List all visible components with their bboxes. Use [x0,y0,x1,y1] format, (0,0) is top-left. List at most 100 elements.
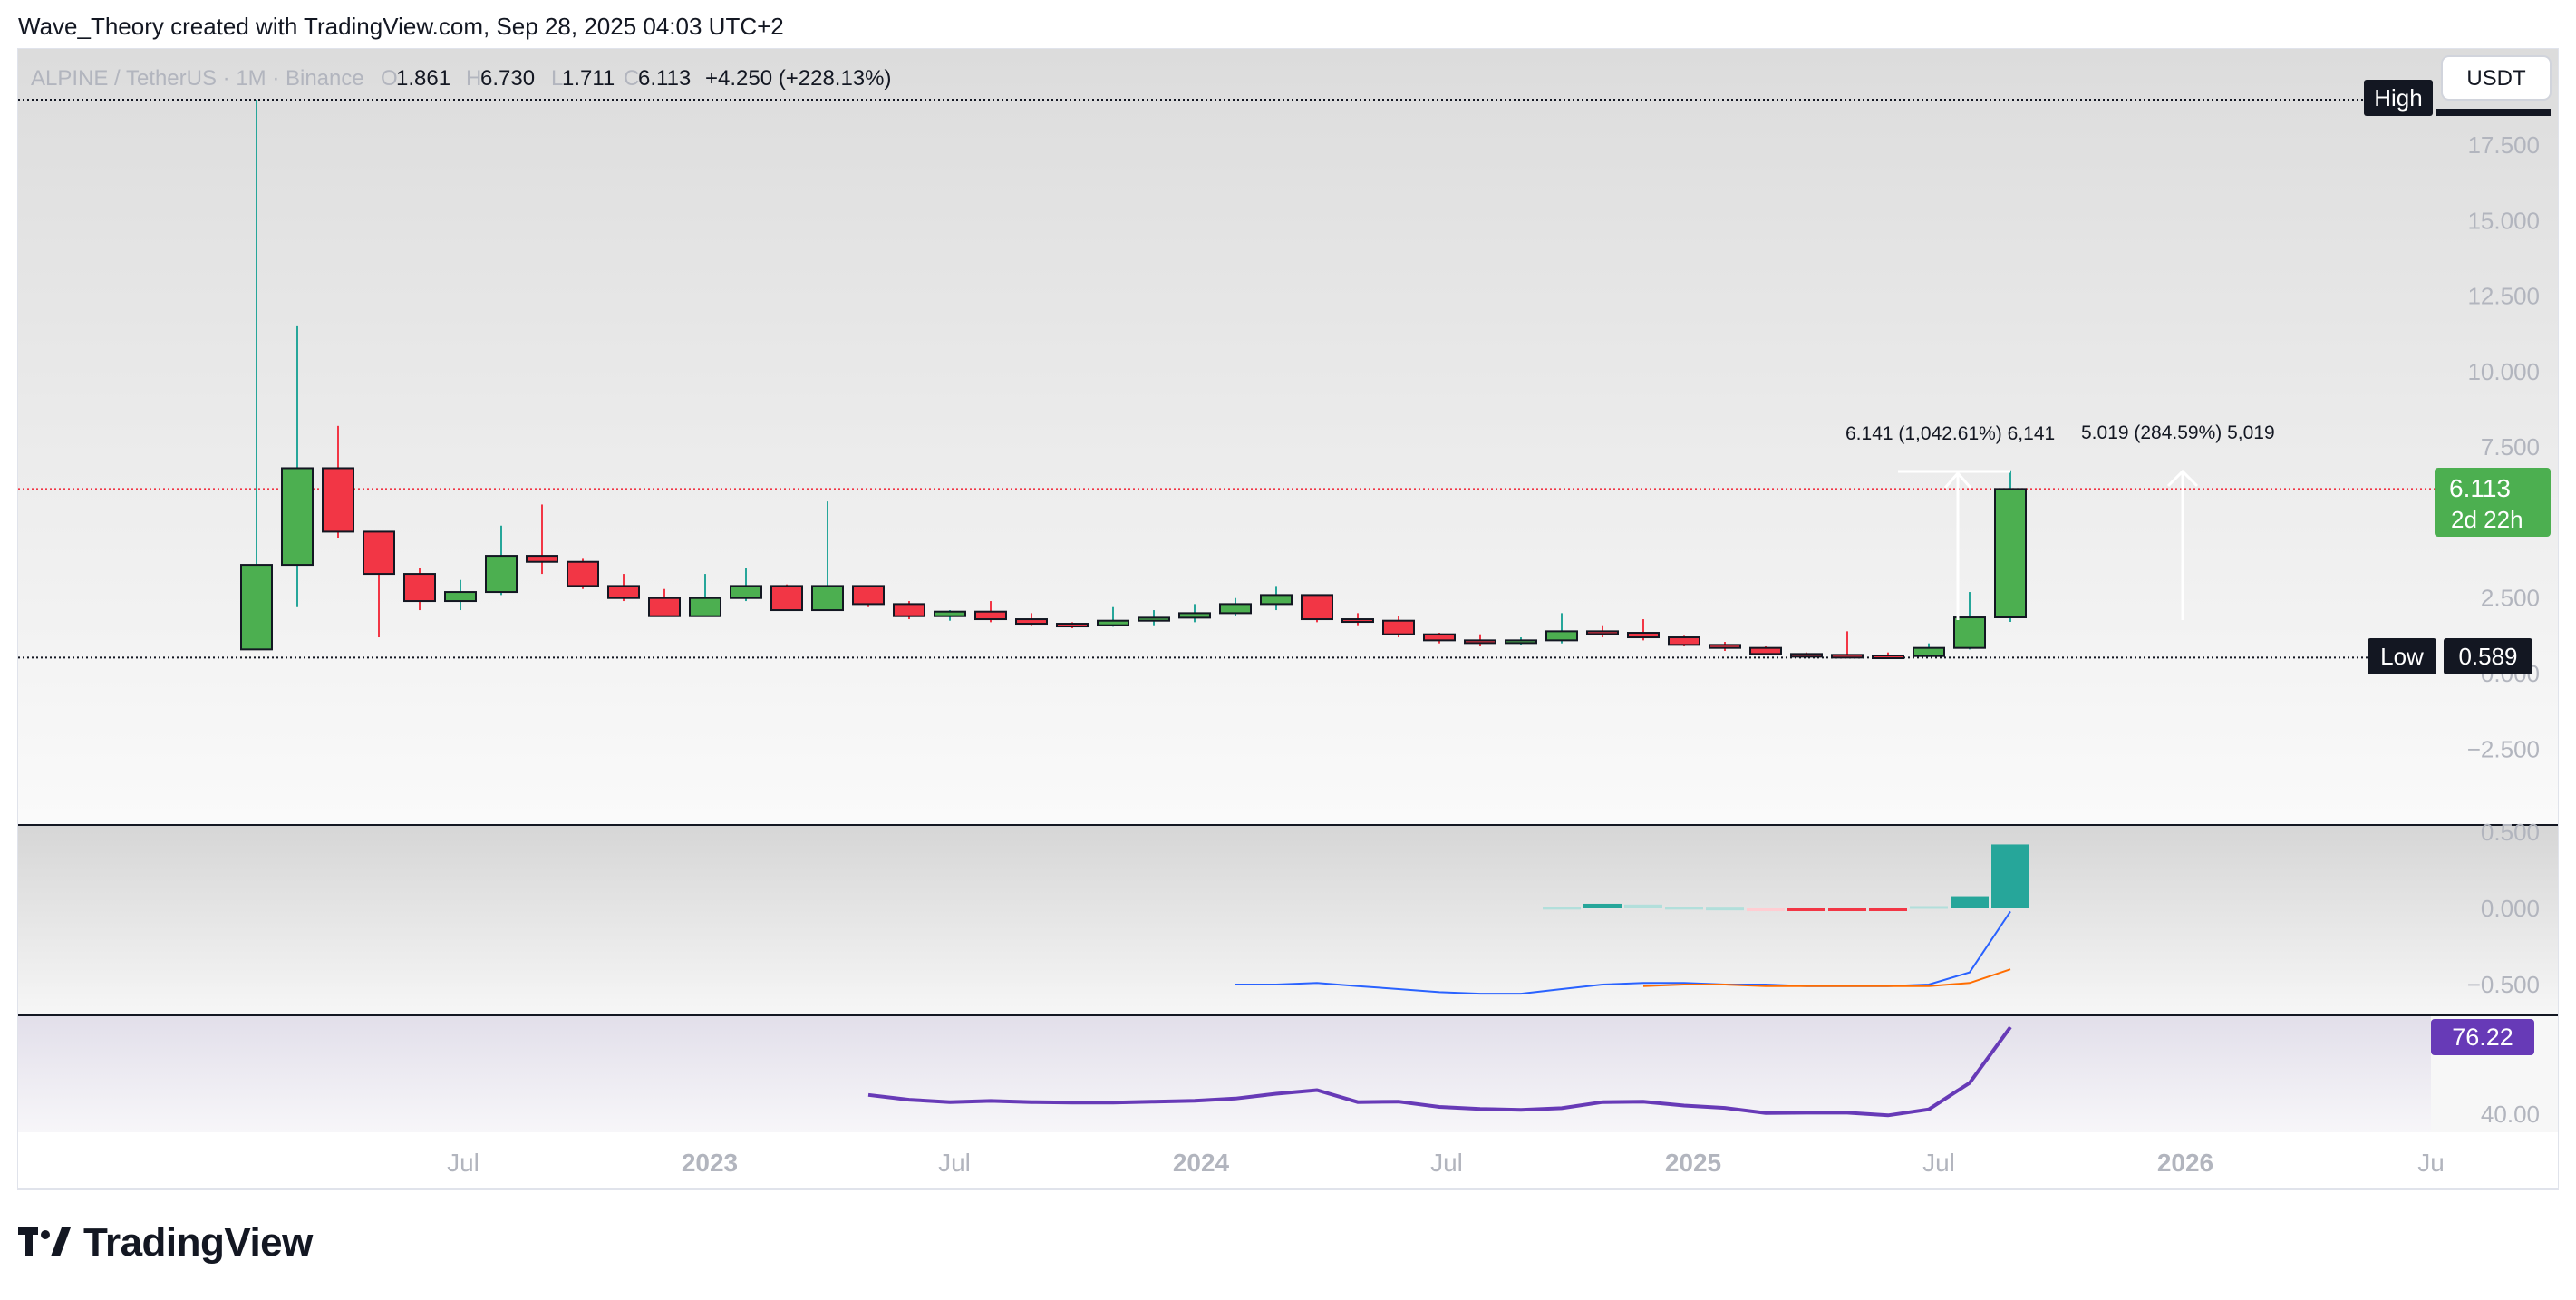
price-tick-label: 7.500 [2481,433,2540,461]
candle-body [1790,653,1823,658]
candle-body [1178,612,1211,619]
candle-body [444,591,477,603]
macd-histogram-bar [1991,844,2029,908]
candle-body [1627,632,1660,639]
time-tick-label: 2023 [682,1149,738,1177]
macd-histogram-bar [1583,903,1622,908]
time-tick-label: Jul [1922,1149,1955,1177]
open-label: O [381,66,398,91]
macd-signal-line [1642,968,2011,987]
high-value: 6.730 [480,66,535,91]
candle-body [893,603,925,617]
candle-body [363,530,395,576]
measure-1-label: 6.141 (1,042.61%) 6,141 [1845,423,2055,444]
high-tag-label: High [2374,84,2422,112]
low-tag-label: Low [2380,643,2424,670]
macd-histogram-bar [1665,907,1703,910]
brand-wordmark: TradingView [83,1220,313,1265]
macd-histogram-bar [1624,904,1662,908]
open-value: 1.861 [396,66,450,91]
macd-tick-label: 0.000 [2481,895,2540,922]
time-tick-label: Jul [447,1149,479,1177]
close-label: C [624,66,639,91]
currency-button-label: USDT [2466,66,2526,91]
close-value: 6.113 [638,66,691,91]
high-tag: High [2364,80,2551,116]
measure-2-arrowhead [2166,469,2199,488]
candle-body [811,585,844,612]
candle-body [1301,594,1333,621]
measure-annotations[interactable]: 6.141 (1,042.61%) 6,141 5.019 (284.59%) … [1845,422,2275,620]
candle-body [1913,646,1945,657]
time-tick-label: Ju [2417,1149,2445,1177]
candle-body [1586,630,1619,635]
macd-histogram [1543,844,2029,911]
price-tick-label: 12.500 [2467,283,2540,310]
candle-body [1668,636,1700,646]
macd-axis[interactable]: 0.500 0.000 −0.500 [2467,819,2540,998]
candle-body [607,585,640,599]
candle-body [1138,616,1170,622]
candle-body [1831,654,1864,659]
rsi-value-tag: 76.22 [2431,1019,2534,1055]
low-tag: Low 0.589 [2368,638,2532,674]
low-tag-value: 0.589 [2458,643,2517,670]
change-value: +4.250 (+228.13%) [705,66,892,91]
candle-body [1872,655,1904,660]
candle-body [1260,594,1293,606]
price-tick-label: 17.500 [2467,131,2540,159]
rsi-pane[interactable] [18,1016,2431,1132]
candle-body [1545,630,1578,642]
tradingview-logo[interactable]: TradingView [18,1220,313,1266]
candle-body [1749,646,1782,655]
macd-tick-label: −0.500 [2467,971,2540,998]
symbol-name: ALPINE / TetherUS · 1M · Binance [31,66,364,91]
candle-body [1505,639,1537,645]
time-tick-label: 2024 [1173,1149,1230,1177]
macd-histogram-bar [1869,908,1907,911]
candle-body [485,555,518,594]
candle-body [648,597,681,617]
macd-pane[interactable] [18,826,2558,1014]
candle-body [730,585,762,599]
time-axis[interactable]: Jul 2023 Jul 2024 Jul 2025 Jul 2026 Ju [447,1149,2445,1177]
macd-histogram-bar [1951,896,1989,908]
candle-body [934,610,966,617]
macd-histogram-bar [1747,908,1785,911]
candle-body [322,467,354,533]
ohlc-legend: ALPINE / TetherUS · 1M · Binance O 1.861… [31,66,892,91]
macd-histogram-bar [1787,908,1825,911]
last-price-value: 6.113 [2449,474,2511,502]
time-tick-label: 2026 [2157,1149,2213,1177]
candlestick-series [240,100,2027,660]
candle-body [1994,488,2027,619]
candle-body [1423,633,1456,642]
candle-body [1056,623,1089,628]
price-tick-label: 2.500 [2481,585,2540,612]
rsi-line [867,1025,2012,1118]
rsi-axis[interactable]: 40.00 [2481,1101,2540,1128]
measure-2-label: 5.019 (284.59%) 5,019 [2081,422,2275,443]
price-pane[interactable] [18,49,2558,824]
candle-body [1709,644,1741,649]
currency-button[interactable]: USDT [2441,55,2552,101]
candle-body [281,467,314,567]
price-tick-label: 15.000 [2467,207,2540,234]
candle-body [526,555,558,563]
candle-body [1015,618,1048,626]
measure-1-arrowhead [1943,471,1972,489]
tradingview-logo-icon [18,1227,71,1256]
time-tick-label: Jul [938,1149,971,1177]
low-value: 1.711 [562,66,615,91]
chart-caption: Wave_Theory created with TradingView.com… [18,13,784,40]
bar-countdown: 2d 22h [2451,506,2523,533]
macd-histogram-bar [1706,907,1744,911]
candle-body [1464,639,1496,645]
candle-body [770,585,803,612]
time-tick-label: 2025 [1665,1149,1721,1177]
candle-body [403,573,436,603]
candle-body [1097,619,1129,626]
last-price-tag: 6.113 2d 22h [2435,468,2551,537]
high-label: H [466,66,481,91]
